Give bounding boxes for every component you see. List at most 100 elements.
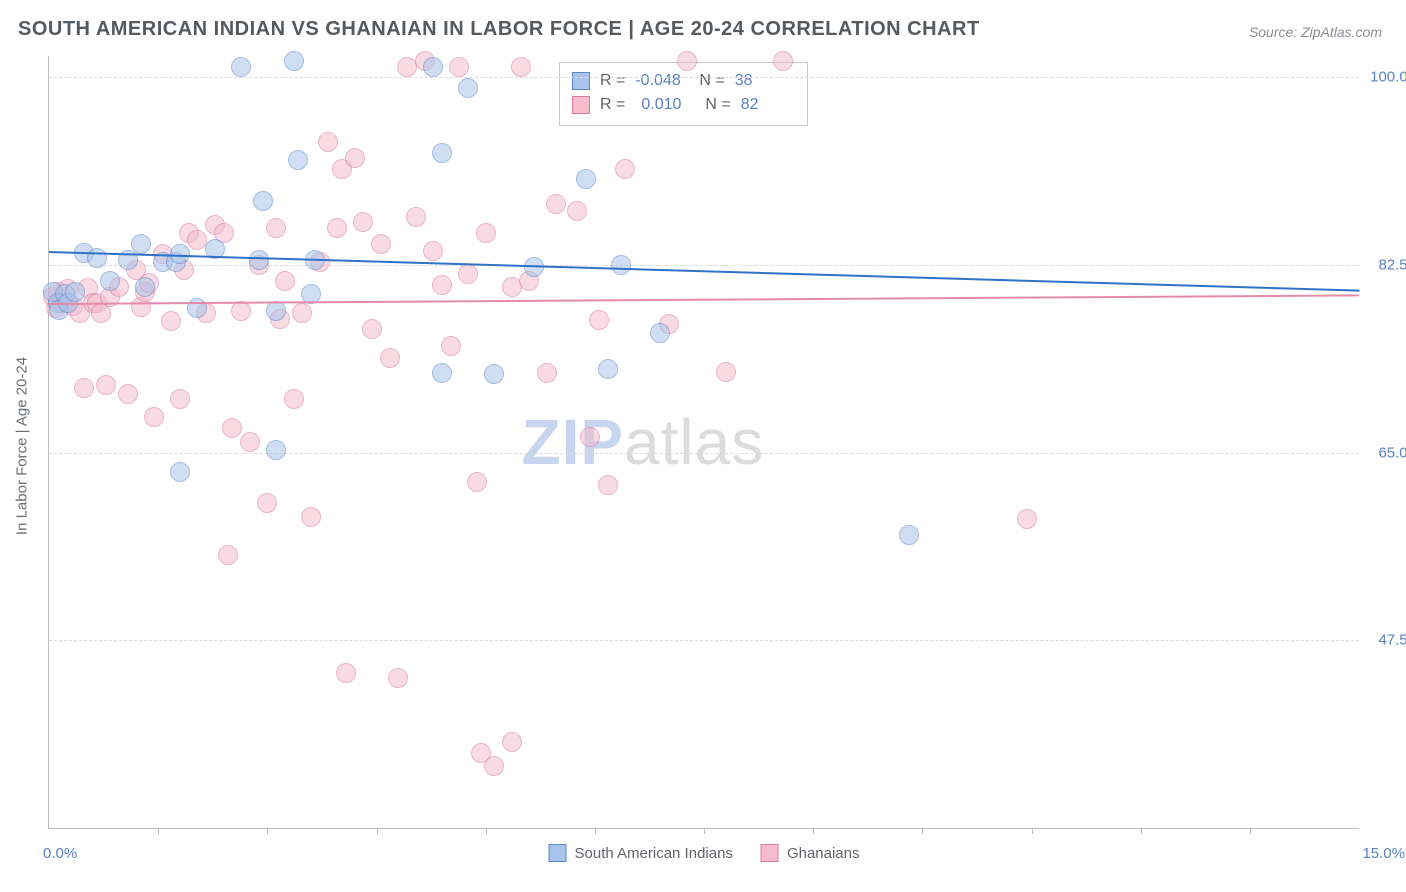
point-b: [677, 51, 697, 71]
y-tick-label: 100.0%: [1365, 69, 1406, 86]
point-b: [476, 223, 496, 243]
point-b: [484, 756, 504, 776]
y-tick-label: 47.5%: [1365, 632, 1406, 649]
r-label: R =: [600, 69, 625, 93]
n-label: N =: [705, 93, 730, 117]
point-a: [650, 323, 670, 343]
point-b: [537, 363, 557, 383]
point-b: [301, 507, 321, 527]
point-b: [441, 336, 461, 356]
point-b: [144, 407, 164, 427]
n-value-b: 82: [741, 93, 795, 117]
point-b: [74, 378, 94, 398]
point-b: [388, 668, 408, 688]
point-b: [458, 264, 478, 284]
point-b: [432, 275, 452, 295]
point-b: [589, 310, 609, 330]
point-b: [467, 472, 487, 492]
point-a: [187, 298, 207, 318]
point-b: [580, 427, 600, 447]
scatter-plot-area: ZIPatlas R = -0.048 N = 38 R = 0.010 N =…: [48, 56, 1359, 829]
r-value-b: 0.010: [635, 93, 695, 117]
source-attribution: Source: ZipAtlas.com: [1249, 24, 1382, 40]
trendline-b: [49, 294, 1359, 305]
point-a: [266, 301, 286, 321]
point-a: [170, 462, 190, 482]
x-tick: [1141, 828, 1142, 834]
legend-item-a: South American Indians: [549, 844, 733, 862]
point-a: [432, 363, 452, 383]
point-b: [380, 348, 400, 368]
n-value-a: 38: [735, 69, 789, 93]
point-b: [266, 218, 286, 238]
point-b: [406, 207, 426, 227]
point-a: [432, 143, 452, 163]
legend-item-b: Ghanaians: [761, 844, 860, 862]
point-a: [135, 277, 155, 297]
point-b: [275, 271, 295, 291]
point-b: [222, 418, 242, 438]
point-b: [292, 303, 312, 323]
point-b: [449, 57, 469, 77]
point-b: [318, 132, 338, 152]
x-tick: [922, 828, 923, 834]
x-tick: [1250, 828, 1251, 834]
gridline-h: [49, 640, 1359, 641]
point-a: [576, 169, 596, 189]
point-a: [288, 150, 308, 170]
point-b: [257, 493, 277, 513]
x-tick: [704, 828, 705, 834]
gridline-h: [49, 77, 1359, 78]
point-b: [231, 301, 251, 321]
legend-label-b: Ghanaians: [787, 845, 860, 862]
point-b: [502, 732, 522, 752]
chart-title: SOUTH AMERICAN INDIAN VS GHANAIAN IN LAB…: [18, 18, 980, 41]
watermark-atlas: atlas: [624, 406, 764, 478]
legend-label-a: South American Indians: [575, 845, 733, 862]
gridline-h: [49, 453, 1359, 454]
legend-swatch-b: [761, 844, 779, 862]
correlation-stats-box: R = -0.048 N = 38 R = 0.010 N = 82: [559, 62, 808, 126]
point-b: [284, 389, 304, 409]
point-b: [327, 218, 347, 238]
point-a: [266, 440, 286, 460]
swatch-series-b: [572, 96, 590, 114]
point-a: [65, 282, 85, 302]
swatch-series-a: [572, 72, 590, 90]
point-b: [598, 475, 618, 495]
legend-swatch-a: [549, 844, 567, 862]
r-label: R =: [600, 93, 625, 117]
point-b: [170, 389, 190, 409]
y-axis-label: In Labor Force | Age 20-24: [14, 357, 31, 535]
point-a: [253, 191, 273, 211]
watermark: ZIPatlas: [521, 405, 764, 479]
x-tick: [813, 828, 814, 834]
point-b: [161, 311, 181, 331]
r-value-a: -0.048: [635, 69, 689, 93]
y-tick-label: 65.0%: [1365, 444, 1406, 461]
point-a: [458, 78, 478, 98]
watermark-zip: ZIP: [521, 406, 624, 478]
x-tick: [158, 828, 159, 834]
point-a: [423, 57, 443, 77]
point-b: [511, 57, 531, 77]
point-b: [546, 194, 566, 214]
x-tick: [486, 828, 487, 834]
point-b: [716, 362, 736, 382]
point-b: [118, 384, 138, 404]
point-a: [231, 57, 251, 77]
point-b: [240, 432, 260, 452]
point-a: [598, 359, 618, 379]
point-b: [773, 51, 793, 71]
x-tick: [377, 828, 378, 834]
point-b: [567, 201, 587, 221]
point-a: [100, 271, 120, 291]
gridline-h: [49, 265, 1359, 266]
point-a: [611, 255, 631, 275]
point-b: [615, 159, 635, 179]
point-b: [371, 234, 391, 254]
bottom-legend: South American Indians Ghanaians: [549, 844, 860, 862]
point-a: [249, 250, 269, 270]
point-b: [353, 212, 373, 232]
y-tick-label: 82.5%: [1365, 257, 1406, 274]
